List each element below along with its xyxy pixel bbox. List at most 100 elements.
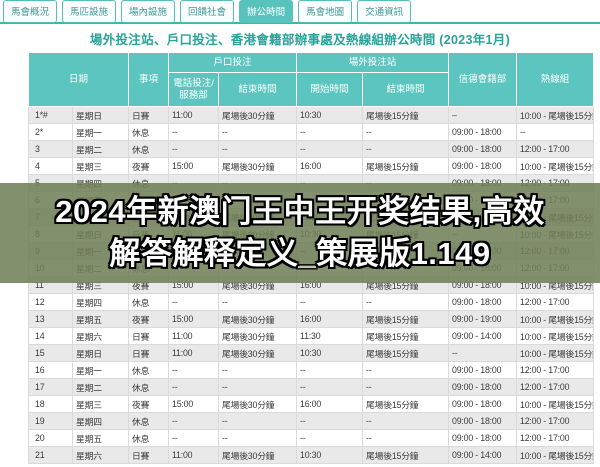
table-row: 21 星期六 日賽 11:00 尾場後30分鐘 10:30 尾場後15分鐘 09:00 - 1…	[28, 446, 595, 464]
table-cell: 16:00	[296, 157, 364, 175]
table-cell: 15:00	[168, 395, 220, 413]
table-cell: 尾場後30分鐘	[218, 446, 298, 464]
table-cell: --	[296, 361, 364, 379]
table-cell: --	[296, 123, 364, 141]
table-cell: 12:00 - 17:00	[516, 140, 595, 158]
table-cell: 夜賽	[128, 310, 170, 328]
table-cell: 休息	[128, 412, 170, 430]
table-row: 4 星期三 夜賽 15:00 尾場後30分鐘 16:00 尾場後15分鐘 09:00 - 18…	[28, 157, 595, 175]
table-cell: --	[362, 412, 450, 430]
tab-horse-facilities[interactable]: 馬匹設施	[62, 0, 117, 23]
table-cell: 11:30	[296, 327, 364, 345]
table-cell: 星期日	[71, 344, 130, 362]
table-cell: --	[296, 293, 364, 311]
nav-divider	[0, 22, 600, 24]
table-cell: 21	[28, 446, 73, 464]
table-cell: --	[362, 429, 450, 447]
col-group-offcourse-betting: 場外投注站	[296, 52, 450, 73]
table-cell: --	[168, 123, 220, 141]
table-cell: 16:00	[296, 395, 364, 413]
table-row: 12 星期四 休息 -- -- -- -- 09:00 - 18:00 12:00 - 17:0…	[28, 293, 595, 311]
table-cell: 3	[28, 140, 73, 158]
table-cell: 星期二	[71, 140, 130, 158]
table-cell: 尾場後15分鐘	[362, 446, 450, 464]
table-row: 15 星期日 日賽 11:00 尾場後30分鐘 10:30 尾場後15分鐘 -- 10:00 -…	[28, 344, 595, 362]
table-cell: 14	[28, 327, 73, 345]
table-cell: 尾場後15分鐘	[362, 310, 450, 328]
table-cell: 尾場後30分鐘	[218, 395, 298, 413]
table-cell: 星期四	[71, 293, 130, 311]
table-cell: 15:00	[168, 157, 220, 175]
table-cell: --	[516, 123, 595, 141]
table-cell: 09:00 - 18:00	[448, 157, 518, 175]
col-header-offcourse-start-time: 開始時間	[296, 72, 364, 107]
table-cell: 尾場後30分鐘	[218, 344, 298, 362]
table-cell: 12:00 - 17:00	[516, 293, 595, 311]
col-header-offcourse-end-time: 結束時間	[362, 72, 450, 107]
table-cell: 星期日	[71, 106, 130, 124]
table-row: 17 星期二 休息 -- -- -- -- 09:00 - 18:00 12:00 - 17:0…	[28, 378, 595, 396]
table-cell: 11:00	[168, 446, 220, 464]
table-cell: 20	[28, 429, 73, 447]
table-cell: 16	[28, 361, 73, 379]
table-cell: 星期四	[71, 412, 130, 430]
table-cell: 4	[28, 157, 73, 175]
table-cell: 日賽	[128, 446, 170, 464]
top-tab-bar: 馬會概況 馬匹設施 場內設施 回饋社會 辦公時間 馬會地圖 交通資訊	[0, 0, 600, 23]
col-header-phone-betting: 電話投注/服務部	[168, 72, 220, 107]
tab-community[interactable]: 回饋社會	[180, 0, 235, 23]
table-cell: 星期二	[71, 378, 130, 396]
table-cell: --	[296, 412, 364, 430]
table-cell: --	[362, 123, 450, 141]
table-cell: 17	[28, 378, 73, 396]
table-cell: 星期五	[71, 310, 130, 328]
table-cell: --	[218, 123, 298, 141]
table-cell: 10:00 - 尾場後15分鐘	[516, 446, 595, 464]
tab-office-hours[interactable]: 辦公時間	[239, 0, 294, 23]
table-cell: 尾場後15分鐘	[362, 344, 450, 362]
table-cell: 10:30	[296, 344, 364, 362]
table-cell: 10:00 - 尾場後15分鐘	[516, 327, 595, 345]
table-cell: 休息	[128, 429, 170, 447]
table-cell: 12:00 - 17:00	[516, 378, 595, 396]
table-cell: 11:00	[168, 344, 220, 362]
tab-club-map[interactable]: 馬會地圖	[298, 0, 353, 23]
table-cell: 休息	[128, 123, 170, 141]
table-cell: 休息	[128, 361, 170, 379]
table-cell: 09:00 - 18:00	[448, 361, 518, 379]
tab-venue-facilities[interactable]: 場內設施	[121, 0, 176, 23]
table-row: 13 星期五 夜賽 15:00 尾場後30分鐘 16:00 尾場後15分鐘 09:00 - 1…	[28, 310, 595, 328]
table-cell: 10:00 - 尾場後15分鐘	[516, 395, 595, 413]
table-cell: 休息	[128, 140, 170, 158]
table-row: 2* 星期一 休息 -- -- -- -- 09:00 - 18:00 --	[28, 123, 595, 141]
table-cell: --	[296, 378, 364, 396]
table-cell: --	[218, 412, 298, 430]
table-row: 19 星期四 休息 -- -- -- -- 09:00 - 18:00 12:00 - 17:0…	[28, 412, 595, 430]
table-cell: 星期六	[71, 446, 130, 464]
table-cell: --	[168, 293, 220, 311]
table-cell: --	[362, 378, 450, 396]
tab-club-overview[interactable]: 馬會概況	[3, 0, 58, 23]
table-cell: 09:00 - 18:00	[448, 123, 518, 141]
table-cell: 10:30	[296, 446, 364, 464]
table-cell: 09:00 - 14:00	[448, 446, 518, 464]
table-cell: 日賽	[128, 327, 170, 345]
table-row: 18 星期三 夜賽 15:00 尾場後30分鐘 16:00 尾場後15分鐘 09:00 - 1…	[28, 395, 595, 413]
table-cell: 09:00 - 18:00	[448, 378, 518, 396]
table-cell: 尾場後15分鐘	[362, 327, 450, 345]
table-cell: 尾場後30分鐘	[218, 157, 298, 175]
table-cell: 09:00 - 18:00	[448, 395, 518, 413]
table-cell: 星期三	[71, 157, 130, 175]
table-cell: --	[448, 344, 518, 362]
tab-transport-info[interactable]: 交通資訊	[357, 0, 412, 23]
table-cell: 16:00	[296, 310, 364, 328]
table-cell: --	[168, 412, 220, 430]
table-cell: 13	[28, 310, 73, 328]
table-cell: 19	[28, 412, 73, 430]
table-cell: 日賽	[128, 344, 170, 362]
table-cell: --	[218, 293, 298, 311]
table-cell: 星期六	[71, 327, 130, 345]
table-cell: 尾場後15分鐘	[362, 157, 450, 175]
table-header: 日期 事項 戶口投注 場外投注站 信德會籍部 熱線組 電話投注/服務部 結束時間…	[27, 52, 595, 107]
table-cell: 09:00 - 19:00	[448, 310, 518, 328]
